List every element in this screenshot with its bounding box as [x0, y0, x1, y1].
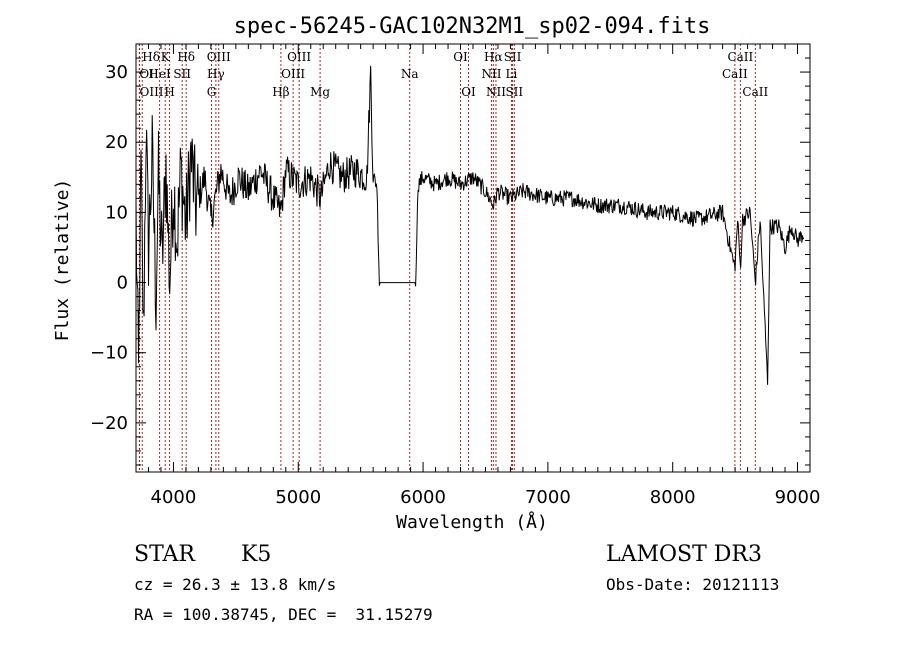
x-tick-label: 4000: [151, 487, 197, 508]
y-tick-label: 30: [105, 62, 128, 83]
coordinates: RA = 100.38745, DEC = 31.15279: [134, 605, 433, 624]
line-label: G: [207, 85, 217, 99]
line-label: CaII: [722, 67, 748, 81]
y-tick-label: 10: [105, 202, 128, 223]
observation-date: Obs-Date: 20121113: [606, 575, 779, 594]
x-tick-label: 9000: [775, 487, 821, 508]
line-label: HeI: [148, 67, 171, 81]
line-label: OIII: [139, 85, 163, 99]
line-label: Na: [401, 67, 419, 81]
line-label: Hδ: [177, 50, 195, 64]
y-axis: −20 −10 0 10 20 30: [90, 43, 810, 466]
line-label: OI: [453, 50, 468, 64]
y-tick-label: −20: [90, 413, 128, 434]
line-label: Hα: [484, 50, 503, 64]
x-tick-label: 6000: [400, 487, 446, 508]
line-label: OI: [461, 85, 476, 99]
line-label: CaII: [727, 50, 753, 64]
y-tick-label: 20: [105, 132, 128, 153]
line-labels: Hδ OII OIII K HeI H Hδ SII OIII Hγ G Hβ OIII OIII Mg Na…: [139, 50, 768, 99]
chart-title: spec-56245-GAC102N32M1_sp02-094.fits: [234, 14, 711, 39]
x-axis-label: Wavelength (Å): [396, 511, 548, 533]
x-axis: 4000 5000 6000 7000 8000 9000: [135, 44, 821, 508]
line-label: Hγ: [207, 67, 225, 81]
line-label: SII: [504, 50, 522, 64]
object-class: STAR: [134, 542, 196, 567]
line-label: Hβ: [272, 85, 289, 99]
line-markers: [138, 44, 756, 472]
line-label: H: [164, 85, 174, 99]
line-label: CaII: [742, 85, 768, 99]
line-label: Hδ: [142, 50, 160, 64]
spectrum-trace: [135, 65, 805, 385]
x-tick-label: 7000: [525, 487, 571, 508]
line-label: OII: [139, 67, 159, 81]
plot-frame: [135, 43, 811, 473]
x-tick-label: 8000: [650, 487, 696, 508]
y-axis-label: Flux (relative): [52, 179, 73, 342]
line-label: NII: [486, 85, 506, 99]
redshift-cz: cz = 26.3 ± 13.8 km/s: [134, 575, 336, 594]
line-label: NII: [481, 67, 501, 81]
line-label: OIII: [207, 50, 231, 64]
line-label: Mg: [310, 85, 330, 99]
y-tick-label: −10: [90, 343, 128, 364]
survey-name: LAMOST DR3: [606, 542, 762, 567]
line-label: OIII: [281, 67, 305, 81]
line-label: OIII: [287, 50, 311, 64]
line-label: SII: [173, 67, 191, 81]
line-label: Li: [506, 67, 518, 81]
line-label: SII: [505, 85, 523, 99]
line-label: K: [161, 50, 171, 64]
object-subclass: K5: [241, 542, 271, 567]
x-tick-label: 5000: [275, 487, 321, 508]
y-tick-label: 0: [117, 273, 128, 294]
